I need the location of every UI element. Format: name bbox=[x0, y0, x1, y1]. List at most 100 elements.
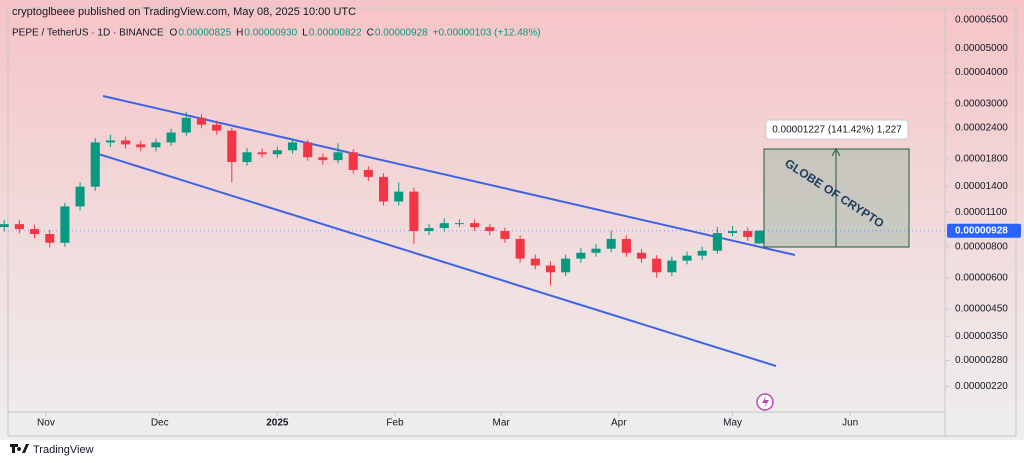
last-price-label: 0.00000928 bbox=[955, 225, 1008, 236]
y-tick-label: 0.00001800 bbox=[955, 154, 1008, 165]
candle-body bbox=[212, 124, 222, 131]
candle-body bbox=[621, 238, 631, 253]
candle-body bbox=[394, 191, 404, 202]
candle-body bbox=[45, 234, 55, 243]
y-tick-label: 0.00000450 bbox=[955, 304, 1008, 315]
candle-body bbox=[409, 191, 419, 232]
brand-logo bbox=[10, 444, 29, 453]
candle-body bbox=[14, 224, 24, 230]
symbol: PEPE / TetherUS · 1D · BINANCE bbox=[12, 28, 164, 39]
x-tick-label: 2025 bbox=[266, 418, 289, 429]
candle-body bbox=[470, 223, 480, 228]
candle-body bbox=[227, 130, 237, 163]
candle-body bbox=[151, 142, 161, 148]
candle-body bbox=[257, 152, 267, 155]
y-tick-label: 0.00000280 bbox=[955, 355, 1008, 366]
axes: 0.00006500 0.00005000 0.00004000 0.00003000… bbox=[8, 15, 1021, 429]
x-tick-label: Nov bbox=[37, 418, 55, 429]
legend-label: O bbox=[170, 28, 178, 39]
measure-arrowhead bbox=[831, 147, 841, 157]
candle-body bbox=[439, 223, 449, 229]
candle-body bbox=[530, 258, 540, 266]
legend-value: 0.00000930 bbox=[244, 28, 297, 39]
legend: PEPE / TetherUS · 1D · BINANCE O 0.0000082… bbox=[12, 28, 541, 39]
legend-label: L bbox=[302, 28, 308, 39]
candle-body bbox=[515, 238, 525, 259]
candle-body bbox=[0, 224, 9, 228]
candle-body bbox=[424, 228, 434, 232]
candle-body bbox=[485, 227, 495, 232]
candle-body bbox=[348, 152, 358, 170]
candle-body bbox=[682, 255, 692, 261]
y-tick-label: 0.00000220 bbox=[955, 381, 1008, 392]
y-tick-label: 0.00000600 bbox=[955, 273, 1008, 284]
frame bbox=[7, 7, 1017, 437]
x-tick-label: Feb bbox=[386, 418, 404, 429]
lower-channel-line bbox=[91, 151, 777, 367]
publisher: cryptoglbeee published on TradingView.co… bbox=[12, 6, 356, 18]
last-price-tag bbox=[947, 223, 1021, 238]
candle-body bbox=[287, 142, 298, 151]
candle-body bbox=[576, 252, 586, 259]
x-tick-label: May bbox=[723, 418, 742, 429]
y-tick-label: 0.00006500 bbox=[955, 15, 1008, 26]
candle-body bbox=[743, 231, 753, 237]
y-tick-label: 0.00000800 bbox=[955, 241, 1008, 252]
candle-body bbox=[606, 238, 616, 249]
candle-body bbox=[30, 229, 40, 235]
legend-change: +0.00000103 (+12.48%) bbox=[433, 28, 541, 39]
candle-body bbox=[636, 252, 647, 259]
candle-body bbox=[591, 248, 601, 253]
measure-label-box bbox=[765, 119, 909, 140]
y-tick-label: 0.00003000 bbox=[955, 98, 1008, 109]
legend-value: 0.00000822 bbox=[309, 28, 362, 39]
candle-body bbox=[272, 150, 282, 155]
y-tick-label: 0.00005000 bbox=[955, 43, 1008, 54]
y-tick-label: 0.00002400 bbox=[955, 122, 1008, 133]
candle-body bbox=[121, 140, 131, 145]
candle-body bbox=[500, 231, 510, 239]
y-tick-label: 0.00001400 bbox=[955, 181, 1008, 192]
brand: TradingView bbox=[33, 444, 94, 456]
candle-body bbox=[181, 117, 191, 133]
candle-body bbox=[697, 250, 707, 256]
legend-value: 0.00000825 bbox=[178, 28, 231, 39]
candle-body bbox=[712, 233, 722, 251]
candles bbox=[0, 111, 764, 286]
legend-label: C bbox=[367, 28, 374, 39]
candle-body bbox=[545, 265, 556, 273]
candle-body bbox=[379, 176, 389, 202]
candle-body bbox=[75, 186, 85, 207]
candle-body bbox=[667, 260, 677, 273]
candle-body bbox=[728, 231, 738, 234]
candle-body bbox=[196, 117, 207, 125]
y-tick-label: 0.00000350 bbox=[955, 331, 1008, 342]
candle-body bbox=[754, 230, 764, 244]
x-tick-label: Apr bbox=[611, 418, 627, 429]
candle-body bbox=[454, 223, 464, 225]
x-tick-label: Mar bbox=[493, 418, 511, 429]
candle-body bbox=[90, 142, 100, 187]
alert-icon-bolt bbox=[762, 396, 769, 408]
candle-body bbox=[561, 258, 571, 273]
upper-channel-line bbox=[102, 95, 796, 256]
candle-body bbox=[303, 142, 313, 158]
candle-body bbox=[105, 140, 115, 143]
x-tick-label: Dec bbox=[151, 418, 169, 429]
candle-body bbox=[318, 157, 328, 161]
candle-body bbox=[652, 258, 662, 273]
candle-body bbox=[60, 206, 70, 243]
candle-body bbox=[363, 169, 373, 177]
y-tick-label: 0.00001100 bbox=[955, 207, 1008, 218]
measure-label: 0.00001227 (141.42%) 1,227 bbox=[772, 125, 902, 136]
legend-label: H bbox=[236, 28, 243, 39]
legend-value: 0.00000928 bbox=[375, 28, 428, 39]
candle-body bbox=[242, 152, 252, 163]
x-tick-label: Jun bbox=[842, 418, 858, 429]
candle-body bbox=[333, 152, 343, 161]
candle-body bbox=[166, 132, 176, 143]
y-tick-label: 0.00004000 bbox=[955, 67, 1008, 78]
candle-body bbox=[136, 144, 146, 148]
